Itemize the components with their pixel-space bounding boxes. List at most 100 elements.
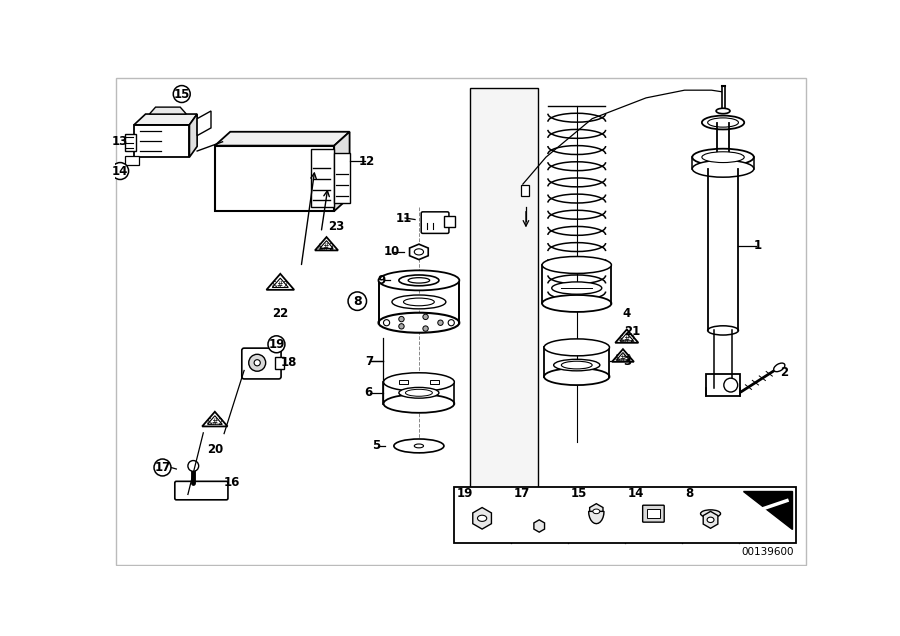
Polygon shape	[149, 107, 186, 114]
Circle shape	[383, 320, 390, 326]
Polygon shape	[616, 329, 638, 343]
Ellipse shape	[399, 387, 439, 398]
FancyBboxPatch shape	[116, 78, 806, 565]
FancyBboxPatch shape	[334, 153, 349, 204]
Ellipse shape	[554, 359, 599, 371]
Circle shape	[254, 360, 260, 366]
Ellipse shape	[379, 313, 459, 333]
FancyBboxPatch shape	[125, 156, 139, 165]
FancyBboxPatch shape	[175, 481, 228, 500]
FancyBboxPatch shape	[215, 146, 334, 211]
Polygon shape	[620, 333, 634, 341]
Ellipse shape	[544, 339, 609, 356]
Text: 22: 22	[272, 307, 288, 320]
Polygon shape	[471, 88, 538, 488]
Ellipse shape	[702, 116, 744, 130]
Ellipse shape	[542, 295, 611, 312]
Ellipse shape	[399, 275, 439, 286]
Ellipse shape	[692, 160, 754, 177]
Polygon shape	[189, 114, 197, 157]
Text: 17: 17	[514, 487, 530, 500]
Text: &#2: &#2	[206, 418, 223, 427]
Circle shape	[399, 324, 404, 329]
Text: 17: 17	[155, 461, 171, 474]
Circle shape	[423, 326, 428, 331]
FancyBboxPatch shape	[643, 505, 664, 522]
Ellipse shape	[394, 439, 444, 453]
FancyBboxPatch shape	[134, 125, 189, 157]
Polygon shape	[612, 349, 634, 362]
Circle shape	[174, 86, 190, 102]
FancyBboxPatch shape	[454, 488, 796, 543]
Text: 23: 23	[328, 220, 345, 233]
Polygon shape	[534, 520, 544, 532]
Text: 14: 14	[112, 165, 129, 177]
Polygon shape	[273, 278, 288, 287]
Text: 18: 18	[281, 356, 297, 370]
Ellipse shape	[702, 152, 744, 163]
FancyBboxPatch shape	[521, 185, 529, 196]
Polygon shape	[208, 416, 222, 424]
Polygon shape	[703, 511, 718, 529]
Text: 00139600: 00139600	[742, 547, 794, 556]
Text: &#2: &#2	[272, 281, 289, 290]
Ellipse shape	[692, 149, 754, 165]
Text: &#2: &#2	[618, 335, 635, 344]
Ellipse shape	[405, 389, 432, 396]
FancyBboxPatch shape	[647, 509, 660, 518]
Text: 2: 2	[780, 366, 788, 379]
Ellipse shape	[414, 444, 424, 448]
Polygon shape	[472, 508, 491, 529]
Text: 21: 21	[624, 326, 640, 338]
Polygon shape	[202, 411, 228, 426]
Ellipse shape	[707, 517, 714, 523]
Text: 8: 8	[353, 294, 362, 308]
Ellipse shape	[408, 278, 429, 283]
FancyBboxPatch shape	[242, 348, 281, 379]
Text: 6: 6	[364, 386, 373, 399]
FancyBboxPatch shape	[311, 149, 334, 207]
Text: 12: 12	[358, 155, 374, 167]
Polygon shape	[742, 492, 792, 529]
Ellipse shape	[593, 509, 599, 514]
Text: 16: 16	[223, 476, 240, 489]
Ellipse shape	[383, 373, 454, 391]
Circle shape	[399, 316, 404, 322]
Polygon shape	[197, 111, 211, 135]
Text: 14: 14	[628, 487, 644, 500]
Polygon shape	[590, 504, 603, 519]
FancyBboxPatch shape	[421, 212, 449, 233]
Polygon shape	[616, 352, 629, 360]
Ellipse shape	[707, 118, 738, 127]
Polygon shape	[215, 132, 349, 146]
Text: 9: 9	[378, 274, 386, 287]
Ellipse shape	[562, 361, 592, 369]
Text: 19: 19	[456, 487, 473, 500]
FancyBboxPatch shape	[445, 216, 455, 227]
Circle shape	[348, 292, 366, 310]
Circle shape	[448, 320, 454, 326]
Circle shape	[188, 460, 199, 471]
Polygon shape	[315, 237, 338, 251]
Text: 5: 5	[373, 439, 381, 452]
Ellipse shape	[414, 249, 424, 255]
FancyBboxPatch shape	[274, 357, 284, 369]
Ellipse shape	[716, 108, 730, 114]
Ellipse shape	[700, 510, 721, 518]
Circle shape	[423, 314, 428, 319]
Circle shape	[437, 320, 443, 326]
Text: 7: 7	[364, 355, 373, 368]
Circle shape	[268, 336, 285, 353]
Ellipse shape	[478, 515, 487, 522]
Ellipse shape	[392, 295, 446, 309]
Text: 10: 10	[383, 245, 400, 258]
Ellipse shape	[383, 394, 454, 413]
Text: 4: 4	[623, 307, 631, 320]
Text: &#2: &#2	[615, 354, 632, 363]
Ellipse shape	[379, 270, 459, 291]
Ellipse shape	[544, 368, 609, 385]
Text: 15: 15	[571, 487, 587, 500]
Circle shape	[112, 163, 129, 179]
Circle shape	[154, 459, 171, 476]
FancyBboxPatch shape	[125, 134, 136, 151]
